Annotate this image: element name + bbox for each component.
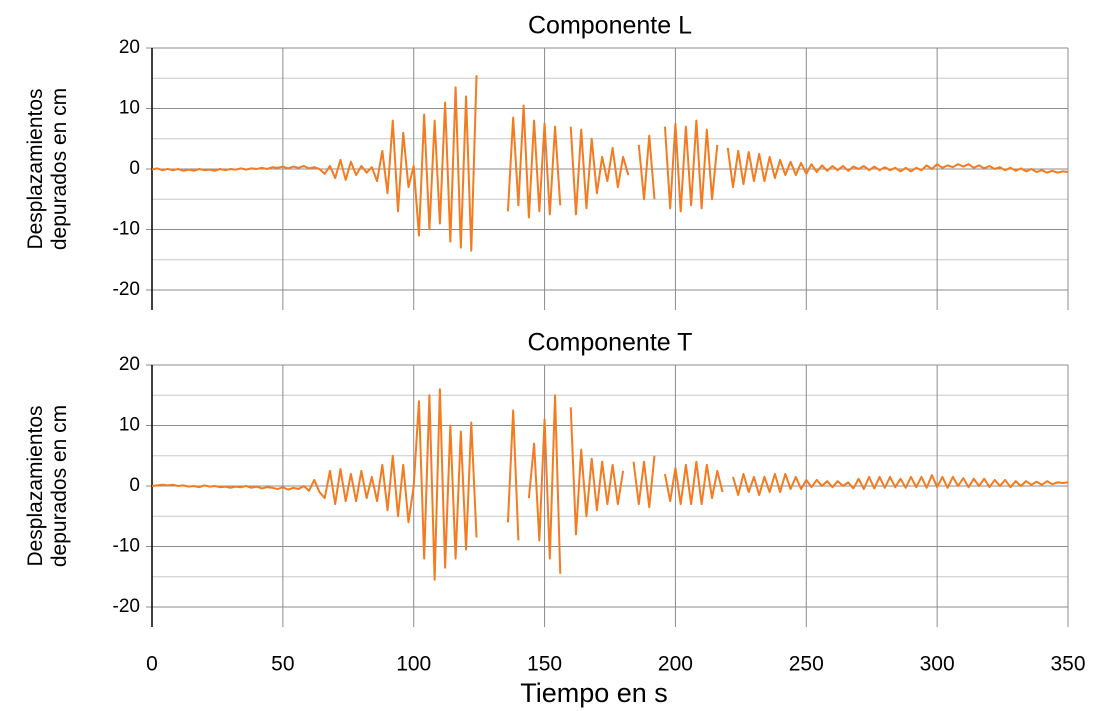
x-tick-label: 350 [1050, 653, 1085, 676]
x-tick-label: 0 [146, 653, 158, 676]
x-tick-label: 50 [271, 653, 294, 676]
x-tick-label: 300 [920, 653, 955, 676]
y-tick-label: 10 [119, 98, 140, 119]
y-tick-label: -20 [113, 279, 140, 300]
y-tick-label: 0 [129, 158, 140, 179]
x-tick-label: 150 [527, 653, 562, 676]
y-axis-label: Desplazamientos depurados en cm [24, 87, 71, 251]
data-line [151, 75, 1069, 252]
y-tick-label: 20 [119, 354, 140, 375]
y-tick-label: 0 [129, 475, 140, 496]
y-tick-label: -10 [113, 219, 140, 240]
y-tick-label: 20 [119, 37, 140, 58]
y-axis-label: Desplazamientos depurados en cm [24, 404, 71, 568]
x-tick-label: 100 [396, 653, 431, 676]
x-tick-label: 250 [789, 653, 824, 676]
chart-title: Componente T [528, 329, 693, 357]
x-tick-label: 200 [658, 653, 693, 676]
y-tick-label: -20 [113, 596, 140, 617]
x-axis-label: Tiempo en s [520, 678, 668, 708]
data-line [151, 388, 1069, 581]
y-tick-label: 10 [119, 415, 140, 436]
y-tick-label: -10 [113, 536, 140, 557]
chart-title: Componente L [528, 12, 692, 40]
